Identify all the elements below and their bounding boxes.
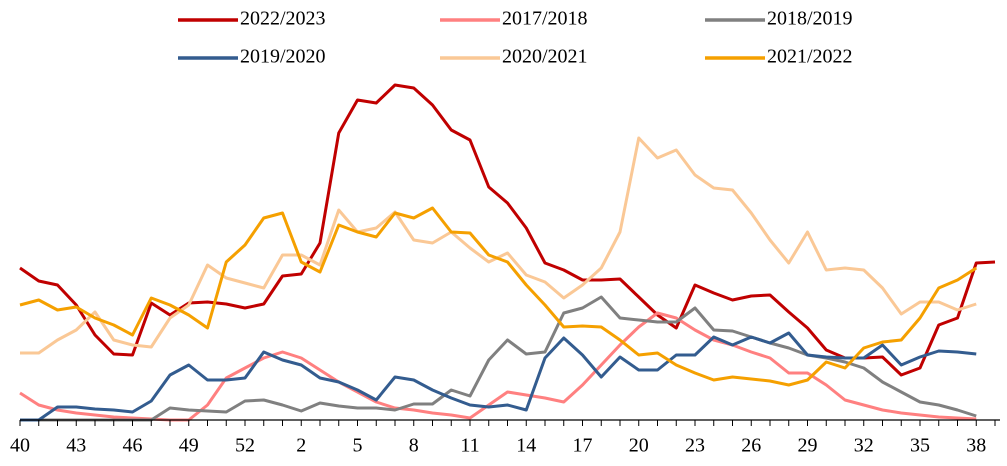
x-tick-label: 2 [296,435,306,457]
plot-area [19,83,996,422]
x-tick-label: 8 [409,435,419,457]
x-tick-label: 5 [353,435,363,457]
legend-label: 2017/2018 [502,8,588,30]
x-tick-label: 17 [573,435,593,457]
x-tick-label: 38 [966,435,986,457]
x-tick-label: 11 [460,435,479,457]
x-tick-label: 49 [179,435,199,457]
legend: 2022/2023 2017/2018 2018/2019 2019/2020 2020… [178,8,853,68]
series-line [20,136,977,355]
x-tick-label: 40 [10,435,30,457]
legend-label: 2021/2022 [767,46,853,68]
series-line [19,206,978,387]
x-tick-label: 32 [854,435,874,457]
x-tick-label: 46 [123,435,143,457]
series-line [20,331,977,422]
x-tick-label: 35 [910,435,930,457]
legend-label: 2022/2023 [240,8,326,30]
series-line [19,83,996,377]
x-tick-label: 26 [741,435,761,457]
x-tick-label: 52 [235,435,255,457]
legend-label: 2018/2019 [767,8,853,30]
x-tick-label: 43 [66,435,86,457]
x-tick-label: 29 [798,435,818,457]
legend-label: 2019/2020 [240,46,326,68]
legend-label: 2020/2021 [502,46,588,68]
x-tick-label: 23 [685,435,705,457]
x-tick-label: 14 [516,435,536,457]
x-tick-label: 20 [629,435,649,457]
